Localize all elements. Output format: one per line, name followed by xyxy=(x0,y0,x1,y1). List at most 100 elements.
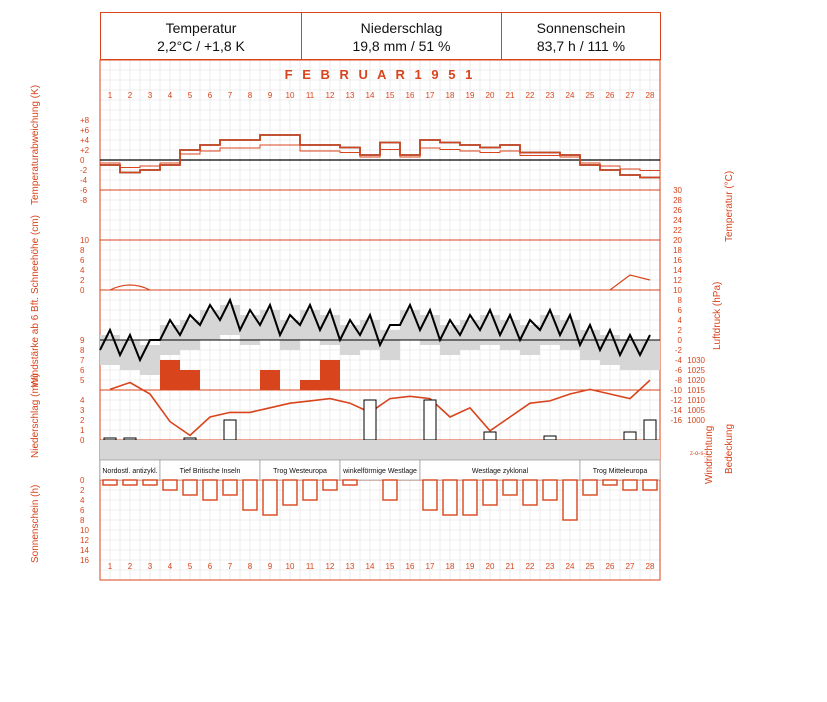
day-label-top: 4 xyxy=(168,91,173,100)
day-label-bottom: 10 xyxy=(286,562,295,571)
temp-tick: 18 xyxy=(673,246,682,255)
temp-dev-tick: -4 xyxy=(80,176,88,185)
precip-tick: 4 xyxy=(80,396,85,405)
day-label-top: 28 xyxy=(646,91,655,100)
temp-tick: 24 xyxy=(673,216,682,225)
day-label-bottom: 20 xyxy=(486,562,495,571)
precip-bar xyxy=(643,419,657,441)
precip-bar xyxy=(183,437,197,441)
sunshine-bar xyxy=(302,479,318,501)
temp-tick: -2 xyxy=(675,346,683,355)
wind-dir-ticks: z-o-s-z xyxy=(690,451,708,457)
day-label-bottom: 11 xyxy=(306,562,315,571)
temp-tick: 0 xyxy=(678,336,683,345)
sunshine-bar xyxy=(642,479,658,491)
day-label-top: 1 xyxy=(108,91,113,100)
sunshine-summary: Sonnenschein 83,7 h / 111 % xyxy=(501,13,660,59)
temp-tick: 20 xyxy=(673,236,682,245)
day-label-top: 15 xyxy=(386,91,395,100)
precip-bar xyxy=(423,399,437,441)
weather-type-label: Trog Mitteleuropa xyxy=(593,468,648,475)
weather-type-label: Westlage zyklonal xyxy=(472,468,529,475)
precip-bar xyxy=(623,431,637,441)
sun-tick: 2 xyxy=(80,486,85,495)
precip-bar xyxy=(543,435,557,441)
precip-tick: 3 xyxy=(80,406,85,415)
temp-tick: -14 xyxy=(670,406,682,415)
sun-tick: 16 xyxy=(80,556,89,565)
day-label-bottom: 12 xyxy=(326,562,335,571)
precip-tick: 1 xyxy=(80,426,85,435)
wind-tick: 5 xyxy=(80,376,85,385)
temp-tick: -6 xyxy=(675,366,683,375)
sun-tick: 14 xyxy=(80,546,89,555)
day-label-bottom: 24 xyxy=(566,562,575,571)
temp-tick: 10 xyxy=(673,286,682,295)
weather-type-label: Nordostl. antizykl. xyxy=(102,468,157,475)
wind-bar xyxy=(260,370,280,390)
day-label-bottom: 5 xyxy=(188,562,193,571)
day-label-bottom: 6 xyxy=(208,562,213,571)
pressure-tick: 1020 xyxy=(687,376,705,385)
day-label-top: 26 xyxy=(606,91,615,100)
sun-tick: 12 xyxy=(80,536,89,545)
precip-label: Niederschlag (mm) xyxy=(30,373,41,458)
temperature-line xyxy=(99,297,651,363)
day-label-top: 3 xyxy=(148,91,153,100)
day-label-top: 9 xyxy=(268,91,273,100)
wind-dir-label: Windrichtung xyxy=(704,425,715,484)
sunshine-bar xyxy=(182,479,198,496)
temp-tick: -16 xyxy=(670,416,682,425)
temp-dev-tick: -2 xyxy=(80,166,88,175)
day-label-bottom: 17 xyxy=(426,562,435,571)
day-label-top: 20 xyxy=(486,91,495,100)
wind-tick: 9 xyxy=(80,336,85,345)
day-label-bottom: 22 xyxy=(526,562,535,571)
snow-tick: 10 xyxy=(80,236,89,245)
snow-label: Schneehöhe (cm) xyxy=(30,215,41,294)
sunshine-bar xyxy=(582,479,598,496)
temp-range-band xyxy=(640,340,660,370)
temp-tick: -4 xyxy=(675,356,683,365)
sunshine-bar xyxy=(102,479,118,486)
temp-range-band xyxy=(380,330,400,360)
temp-tick: 30 xyxy=(673,186,682,195)
temp-tick: 16 xyxy=(673,256,682,265)
sunshine-bar xyxy=(342,479,358,486)
wind-bar xyxy=(300,380,320,390)
temp-tick: 8 xyxy=(678,296,683,305)
sun-tick: 6 xyxy=(80,506,85,515)
day-label-bottom: 4 xyxy=(168,562,173,571)
day-label-top: 21 xyxy=(506,91,515,100)
sunshine-bar xyxy=(502,479,518,496)
temp-dev-max-line xyxy=(100,134,660,179)
day-label-top: 27 xyxy=(626,91,635,100)
day-label-top: 6 xyxy=(208,91,213,100)
pressure-line xyxy=(109,379,651,437)
snow-line-start xyxy=(109,284,151,291)
day-label-top: 13 xyxy=(346,91,355,100)
sun-tick: 8 xyxy=(80,516,85,525)
pressure-tick: 1010 xyxy=(687,396,705,405)
sunshine-bar xyxy=(222,479,238,496)
temp-range-band xyxy=(460,320,480,350)
sunshine-bar xyxy=(482,479,498,506)
sunshine-bar xyxy=(262,479,278,516)
day-label-bottom: 8 xyxy=(248,562,253,571)
sunshine-bar xyxy=(542,479,558,501)
chart-frame xyxy=(99,59,661,581)
day-label-bottom: 15 xyxy=(386,562,395,571)
precip-bar xyxy=(103,437,117,441)
precipitation-title: Niederschlag xyxy=(360,20,443,36)
temp-dev-tick: +6 xyxy=(80,126,90,135)
temp-tick: 26 xyxy=(673,206,682,215)
day-label-bottom: 16 xyxy=(406,562,415,571)
day-label-bottom: 23 xyxy=(546,562,555,571)
weather-type-label: Tief Britische Inseln xyxy=(180,468,241,475)
sunshine-bar xyxy=(462,479,478,516)
temp-range-band xyxy=(140,345,160,375)
weather-type-label: Trog Westeuropa xyxy=(273,468,327,475)
snow-tick: 0 xyxy=(80,286,85,295)
temp-dev-tick: +2 xyxy=(80,146,90,155)
